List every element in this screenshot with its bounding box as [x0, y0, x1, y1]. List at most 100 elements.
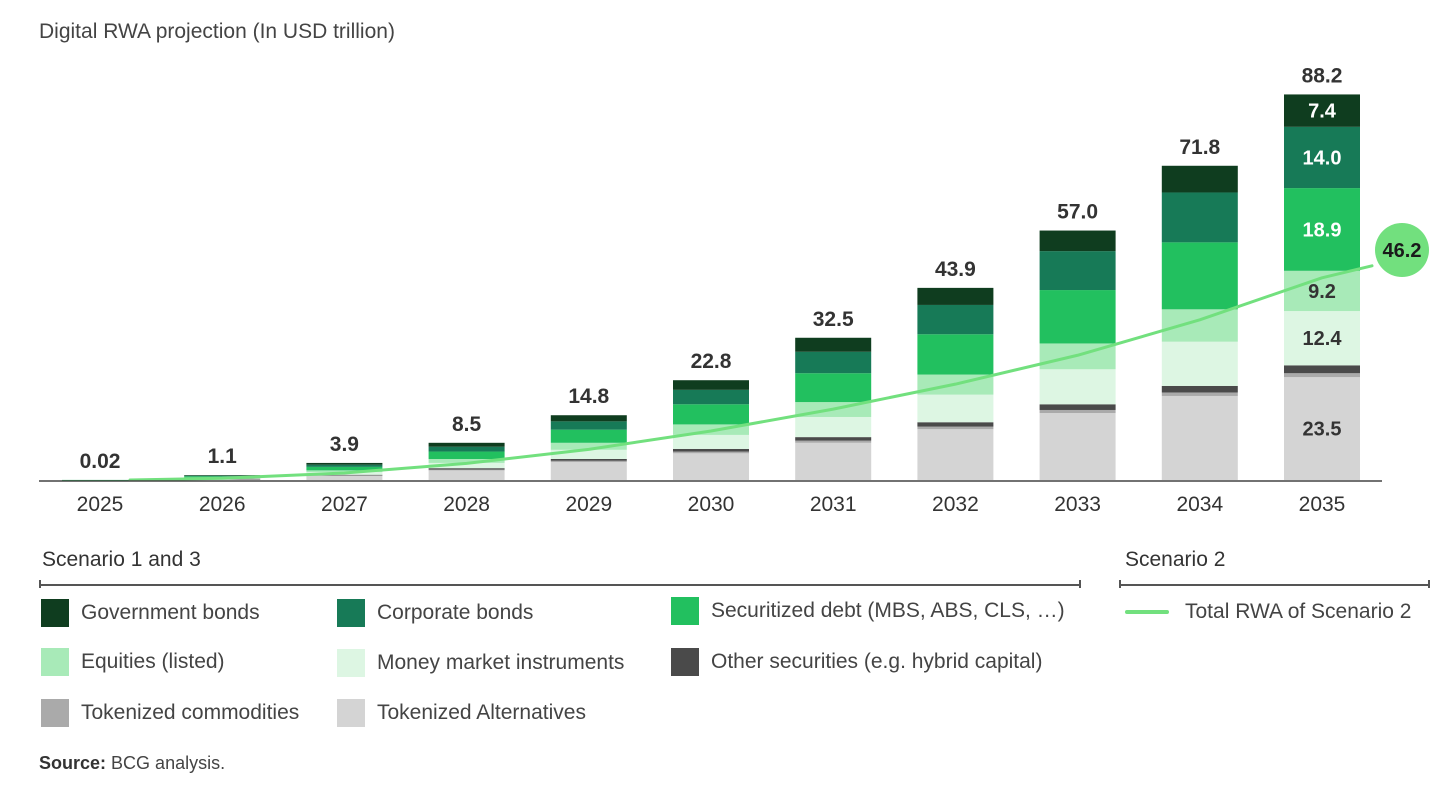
legend-swatch — [671, 597, 699, 625]
bar-total-label: 0.02 — [80, 450, 121, 473]
bar-total-label: 22.8 — [691, 350, 732, 373]
x-tick-label: 2027 — [321, 493, 368, 516]
bar-segment — [1161, 341, 1238, 386]
bar-total-label: 1.1 — [208, 445, 238, 468]
x-tick-label: 2025 — [77, 493, 124, 516]
bar-segment — [1039, 230, 1116, 252]
scenario2-end-label: 46.2 — [1383, 240, 1422, 262]
legend-item-tokenized-alternatives: Tokenized Alternatives — [337, 698, 586, 728]
stacked-bar-chart: 46.2 0.02 1.1 3.9 8.5 14.8 22.8 32.5 43.9 57.0 71… — [39, 64, 1429, 516]
bar-segment — [673, 448, 749, 452]
bar-segment — [673, 380, 749, 390]
bar-total-label: 32.5 — [813, 308, 854, 331]
bar-segment — [428, 458, 505, 463]
bar-segment — [306, 475, 383, 480]
bar-segment — [795, 351, 872, 374]
bar-segment — [550, 462, 627, 480]
x-tick-label: 2026 — [199, 493, 246, 516]
bar-segment — [917, 394, 994, 423]
legend-label: Securitized debt (MBS, ABS, CLS, …) — [711, 599, 1065, 622]
bar-segment — [550, 415, 627, 422]
labels-layer: 0.02 1.1 3.9 8.5 14.8 22.8 32.5 43.9 57.0 71.8 23.… — [80, 64, 1343, 472]
legend-label: Other securities (e.g. hybrid capital) — [711, 650, 1043, 673]
x-tick-label: 2030 — [688, 493, 735, 516]
bar-segment — [550, 449, 627, 459]
legend-item-corporate-bonds: Corporate bonds — [337, 598, 533, 628]
source-label: Source: — [39, 753, 107, 773]
segment-value-label: 7.4 — [1308, 101, 1337, 123]
bar-segment — [1284, 126, 1360, 189]
legend-item-other-securities: Other securities (e.g. hybrid capital) — [671, 647, 1042, 677]
segment-value-label: 23.5 — [1303, 419, 1342, 441]
bar-segment — [428, 451, 505, 459]
bar-segment — [1039, 404, 1116, 410]
bar-segment — [1039, 251, 1116, 291]
x-tick-label: 2033 — [1054, 493, 1101, 516]
bar-segment — [306, 462, 383, 465]
bar-segment — [1284, 365, 1360, 374]
bar-segment — [1284, 94, 1360, 127]
bar-segment — [1039, 369, 1116, 405]
bar-segment — [1161, 385, 1238, 393]
bar-segment — [795, 437, 872, 441]
legend-swatch — [337, 599, 365, 627]
bar-segment — [1039, 409, 1116, 414]
bar-total-label: 57.0 — [1057, 201, 1098, 224]
legend-swatch — [337, 649, 365, 677]
legend-label: Corporate bonds — [377, 601, 534, 624]
legend-swatch — [41, 699, 69, 727]
bar-segment — [550, 429, 627, 443]
bar-segment — [673, 453, 749, 480]
bar-segment — [306, 464, 383, 467]
segment-value-label: 14.0 — [1303, 147, 1342, 169]
legend-group1-title: Scenario 1 and 3 — [42, 548, 201, 571]
bar-segment — [795, 373, 872, 403]
bar-segment — [795, 337, 872, 352]
bar-segment — [673, 404, 749, 425]
bar-total-label: 88.2 — [1302, 64, 1343, 87]
chart-title: Digital RWA projection (In USD trillion) — [39, 20, 395, 43]
legend-label: Money market instruments — [377, 651, 625, 674]
line-layer: 46.2 — [128, 223, 1429, 482]
legend-swatch — [41, 599, 69, 627]
bar-segment — [1284, 373, 1360, 378]
bar-segment — [1161, 309, 1238, 342]
legend-item-total-rwa-scenario-2: Total RWA of Scenario 2 — [1125, 597, 1411, 627]
bar-segment — [917, 287, 994, 305]
bar-segment — [1161, 165, 1238, 193]
legend-group1-rule — [39, 580, 1081, 588]
segment-value-label: 9.2 — [1308, 281, 1336, 303]
bar-segment — [184, 475, 261, 477]
scenario2-end-marker — [1375, 223, 1429, 277]
bar-segment — [1039, 413, 1116, 480]
bar-segment — [673, 389, 749, 405]
bar-segment — [1039, 290, 1116, 344]
bar-total-label: 71.8 — [1179, 136, 1220, 159]
legend-group2-title: Scenario 2 — [1125, 548, 1226, 571]
bar-total-label: 3.9 — [330, 433, 359, 456]
legend-label: Government bonds — [81, 601, 260, 624]
x-tick-label: 2032 — [932, 493, 979, 516]
x-tick-label: 2028 — [443, 493, 490, 516]
bar-segment — [917, 426, 994, 430]
bar-segment — [428, 468, 505, 470]
legend-label: Equities (listed) — [81, 650, 225, 673]
bar-segment — [550, 460, 627, 463]
bar-segment — [917, 429, 994, 480]
bar-total-label: 43.9 — [935, 258, 976, 281]
bar-segment — [1161, 395, 1238, 480]
source-note: Source: BCG analysis. — [39, 753, 225, 774]
bar-segment — [917, 334, 994, 375]
legend-group2-rule — [1119, 580, 1430, 588]
bar-total-label: 8.5 — [452, 413, 482, 436]
bar-segment — [1284, 377, 1360, 480]
bar-segment — [550, 421, 627, 430]
legend-item-government-bonds: Government bonds — [41, 598, 260, 628]
legend-swatch — [41, 648, 69, 676]
legend-item-securitized-debt: Securitized debt (MBS, ABS, CLS, …) — [671, 596, 1065, 626]
x-tick-label: 2031 — [810, 493, 857, 516]
bar-segment — [550, 442, 627, 450]
legend-swatch — [337, 699, 365, 727]
source-text: BCG analysis. — [111, 753, 226, 773]
bar-segment — [550, 458, 627, 461]
